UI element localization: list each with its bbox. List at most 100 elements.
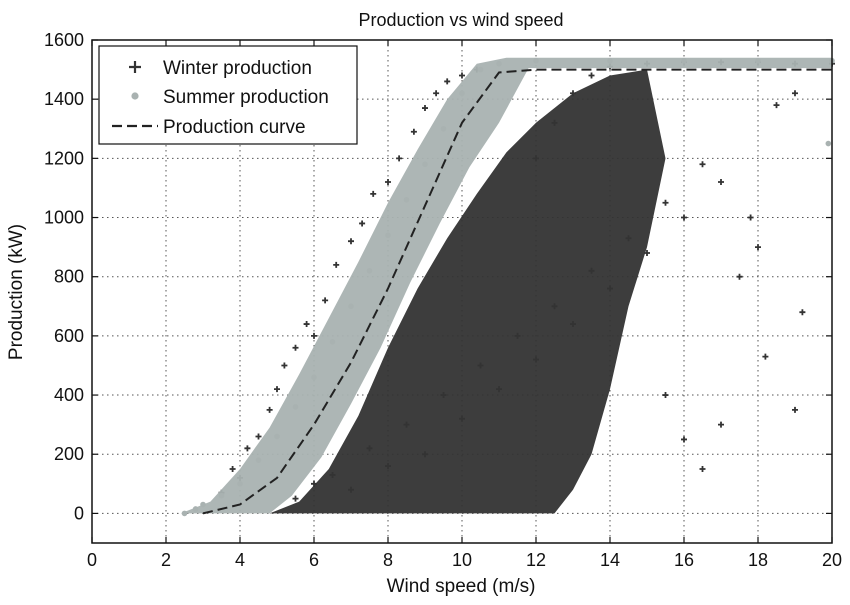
winter-point — [329, 471, 336, 478]
winter-point — [799, 309, 806, 316]
winter-point — [792, 90, 798, 97]
summer-point — [422, 161, 428, 168]
winter-point — [348, 486, 354, 493]
x-tick-label: 18 — [748, 550, 768, 570]
winter-point — [396, 155, 403, 162]
summer-point — [477, 66, 484, 73]
winter-point — [588, 72, 595, 79]
winter-point — [410, 128, 417, 135]
winter-point — [311, 480, 317, 487]
winter-point — [477, 362, 484, 369]
winter-point — [333, 261, 340, 268]
winter-point — [281, 362, 288, 369]
winter-point — [433, 90, 440, 97]
summer-point — [440, 125, 447, 132]
legend-item-winter: Winter production — [129, 58, 312, 79]
y-tick-label: 1000 — [44, 208, 84, 228]
winter-point — [311, 332, 317, 339]
winter-point — [773, 102, 780, 109]
summer-density-region — [180, 57, 833, 514]
summer-point — [681, 57, 687, 64]
winter-point — [747, 214, 754, 221]
winter-point — [551, 119, 558, 126]
legend-item-summer: Summer production — [131, 87, 329, 108]
chart-title: Production vs wind speed — [358, 10, 563, 30]
summer-point — [329, 339, 336, 345]
winter-point — [625, 235, 632, 242]
summer-point — [200, 501, 206, 508]
winter-point — [255, 433, 262, 440]
legend-item-curve: Production curve — [112, 117, 306, 138]
x-tick-label: 0 — [87, 550, 97, 570]
summer-point — [403, 196, 410, 203]
winter-point — [444, 78, 451, 85]
axis-ticks: 0 2 4 6 8 10 12 14 16 18 2002004006008001000120014… — [44, 30, 842, 570]
y-tick-label: 1400 — [44, 89, 84, 109]
winter-point — [403, 421, 410, 428]
winter-point — [736, 273, 743, 280]
y-tick-label: 1200 — [44, 148, 84, 168]
winter-point — [699, 466, 706, 473]
winter-point — [322, 297, 329, 304]
y-axis-label: Production (kW) — [6, 224, 27, 360]
winter-point — [644, 250, 650, 257]
winter-point — [533, 356, 539, 363]
y-tick-label: 600 — [54, 326, 84, 346]
summer-point — [292, 404, 299, 410]
summer-point — [274, 433, 280, 440]
summer-production-points — [180, 57, 835, 517]
legend-marker-summer — [131, 92, 139, 100]
summer-point — [366, 267, 373, 274]
legend: Winter production Summer production Prod… — [98, 45, 358, 145]
legend-label-winter: Winter production — [163, 58, 312, 79]
winter-point — [681, 436, 687, 443]
winter-point — [551, 303, 558, 310]
summer-point — [237, 481, 243, 487]
x-tick-label: 10 — [452, 550, 472, 570]
winter-point — [292, 495, 299, 502]
legend-label-summer: Summer production — [163, 87, 329, 108]
summer-point — [496, 60, 502, 67]
summer-point — [825, 140, 832, 147]
summer-point — [607, 57, 613, 64]
winter-point — [662, 199, 669, 206]
winter-point — [422, 105, 428, 112]
winter-point — [533, 155, 539, 162]
winter-point — [229, 466, 236, 473]
winter-point — [370, 190, 377, 197]
legend-box — [98, 45, 358, 145]
winter-point — [348, 238, 354, 245]
winter-point — [588, 267, 595, 274]
summer-point — [533, 57, 539, 64]
winter-point — [699, 161, 706, 168]
x-tick-label: 12 — [526, 550, 546, 570]
legend-marker-winter — [129, 61, 141, 73]
x-tick-label: 14 — [600, 550, 620, 570]
y-tick-label: 0 — [74, 503, 84, 523]
winter-point — [366, 445, 373, 452]
winter-point — [792, 406, 798, 413]
winter-point — [718, 421, 724, 428]
summer-point — [311, 374, 317, 381]
winter-point — [385, 463, 391, 470]
winter-point — [266, 406, 273, 413]
x-tick-label: 2 — [161, 550, 171, 570]
summer-point — [385, 232, 391, 239]
winter-point — [303, 321, 310, 328]
winter-point — [607, 285, 613, 292]
y-tick-label: 200 — [54, 444, 84, 464]
winter-point — [762, 353, 769, 360]
summer-point — [255, 457, 262, 463]
plot-area — [180, 57, 835, 517]
winter-point — [570, 321, 576, 328]
summer-point — [459, 90, 465, 97]
production-curve — [202, 68, 832, 515]
production-curve-line — [202, 68, 832, 515]
y-tick-label: 800 — [54, 267, 84, 287]
winter-point — [681, 214, 687, 221]
x-tick-label: 16 — [674, 550, 694, 570]
x-tick-label: 20 — [822, 550, 842, 570]
winter-point — [422, 451, 428, 458]
summer-point — [348, 303, 354, 310]
